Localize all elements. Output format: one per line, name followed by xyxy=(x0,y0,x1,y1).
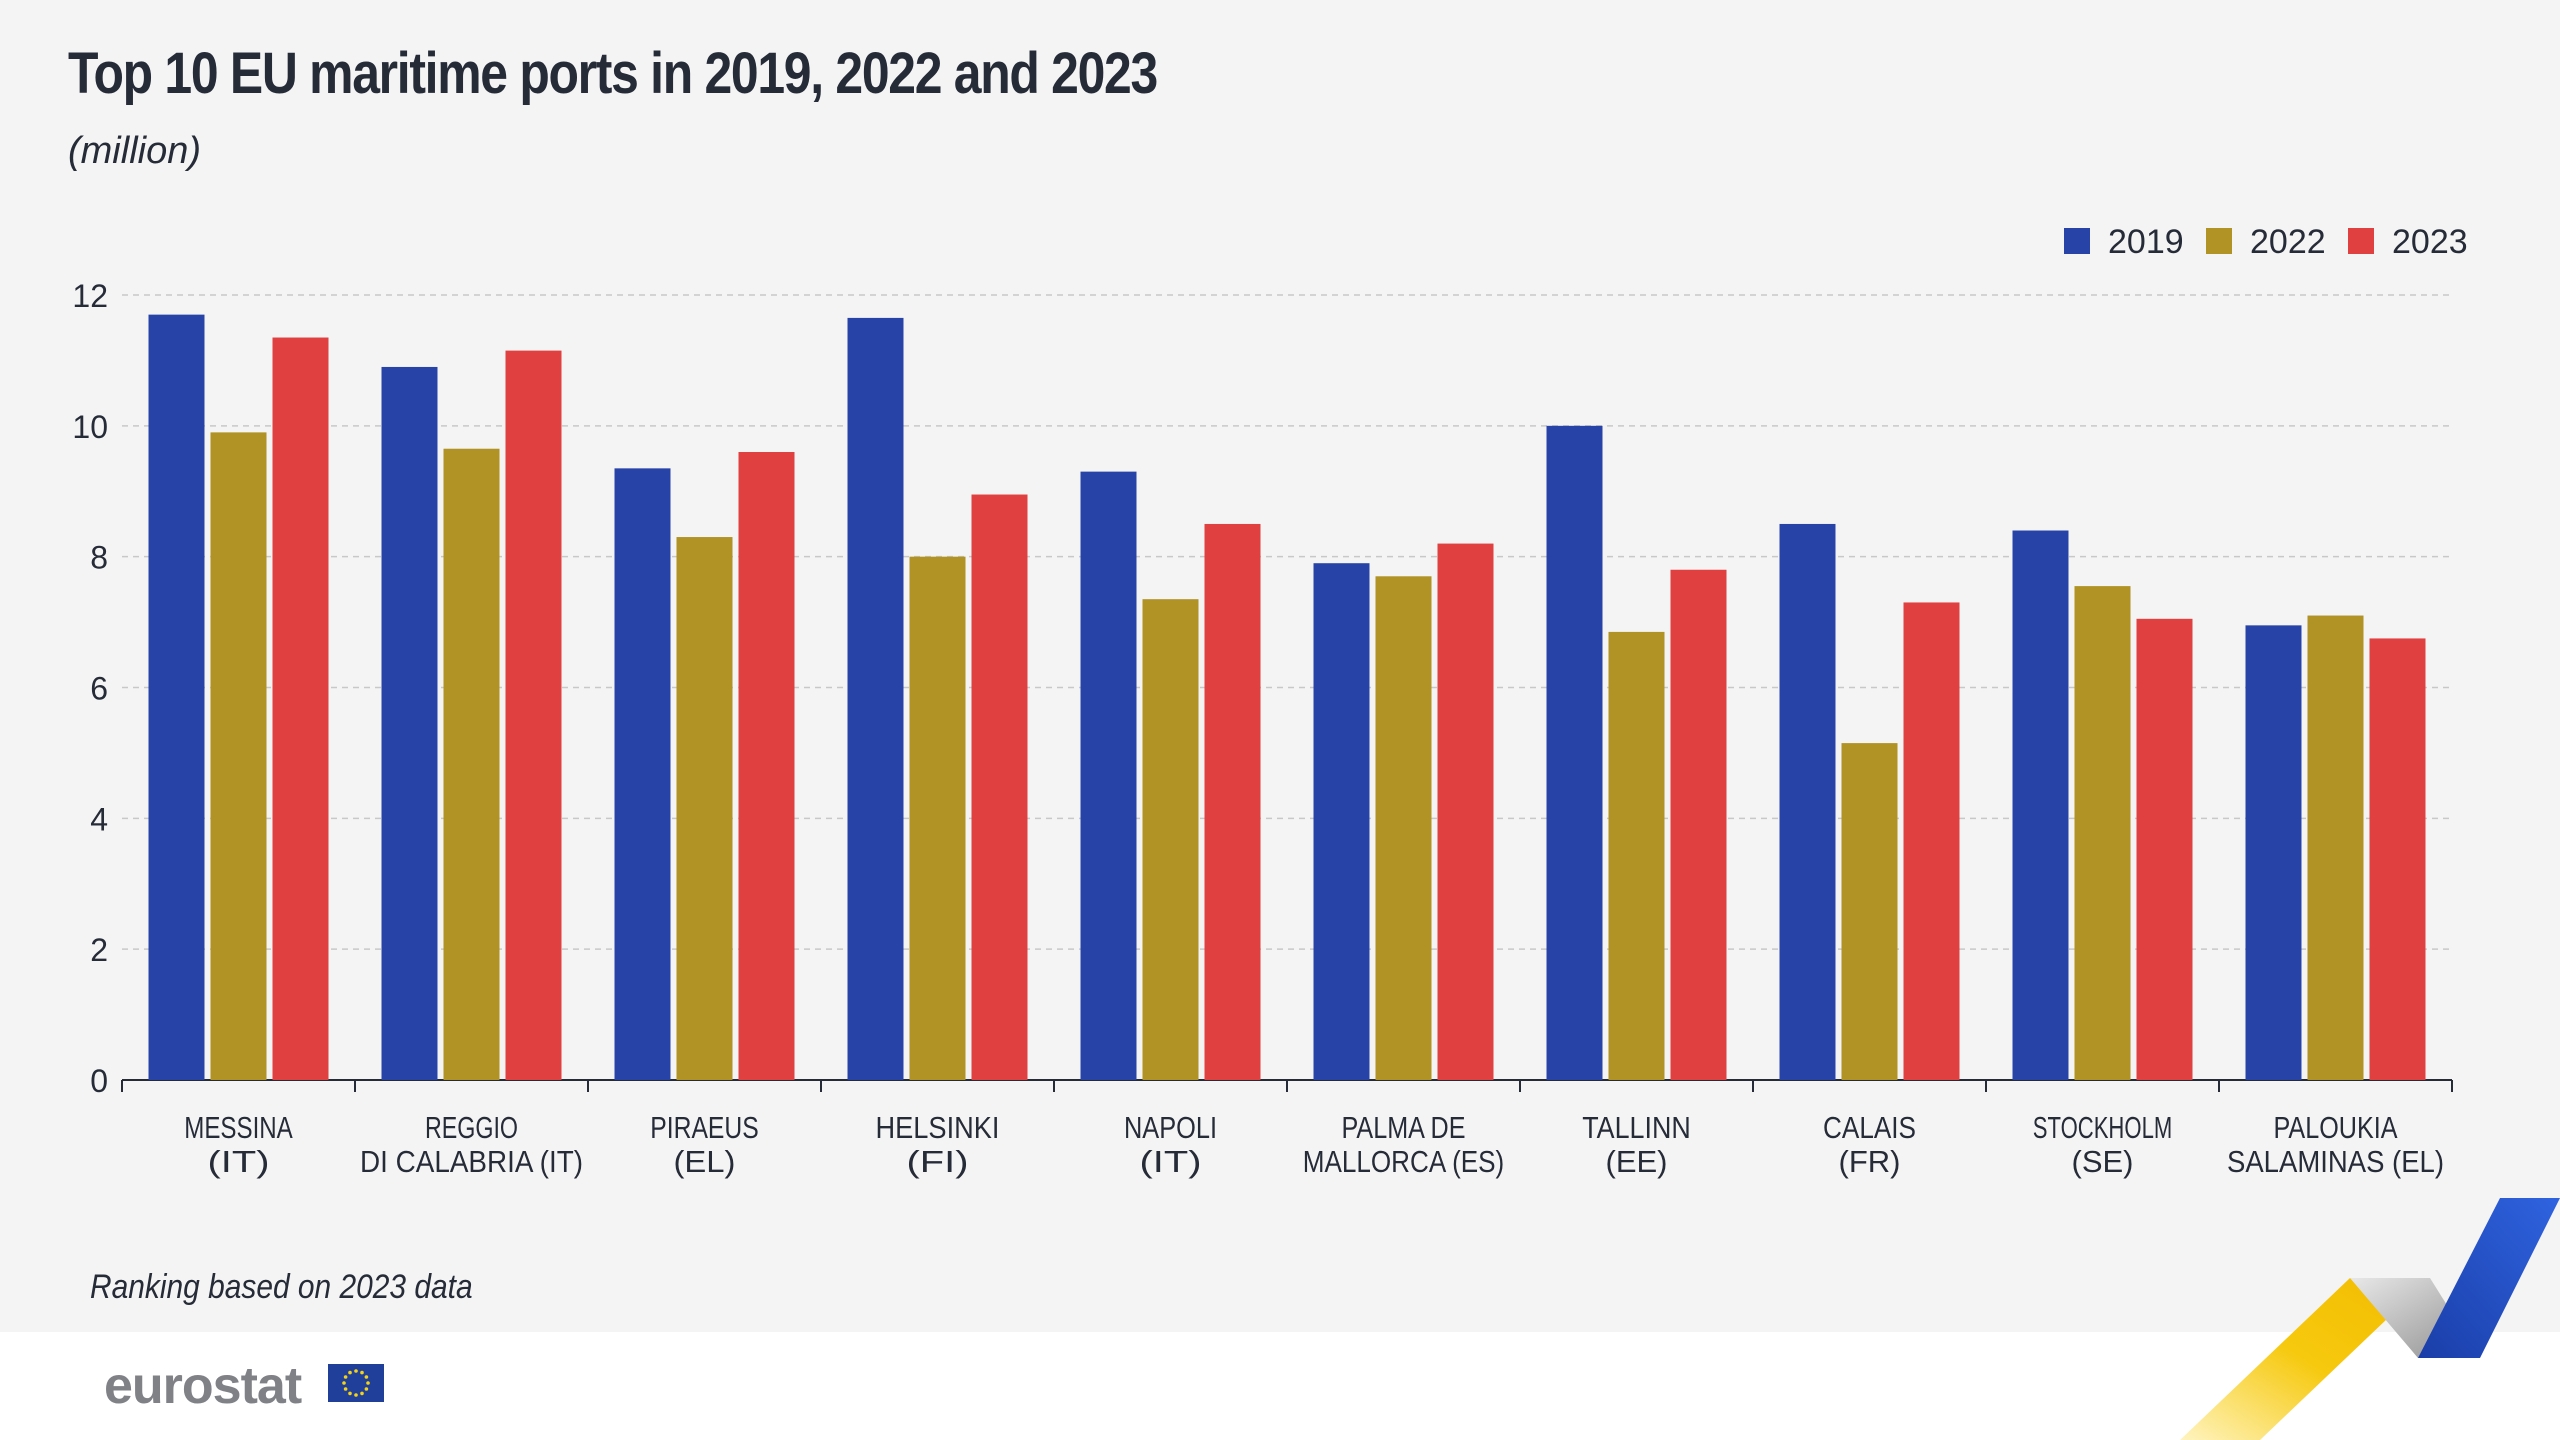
flag-star xyxy=(354,1369,358,1373)
y-tick-label: 8 xyxy=(90,540,108,576)
flag-star xyxy=(342,1381,346,1385)
x-tick-label: DI CALABRIA (IT) xyxy=(360,1144,583,1179)
flag-star xyxy=(354,1393,358,1397)
bar-2023 xyxy=(505,350,562,1081)
legend-swatch-2023 xyxy=(2348,228,2374,254)
bar-2023 xyxy=(272,337,329,1080)
flag-star xyxy=(366,1381,370,1385)
bar-2023 xyxy=(1204,523,1261,1080)
bar-2023 xyxy=(1437,543,1494,1080)
bar-2019 xyxy=(1313,563,1370,1080)
bar-2022 xyxy=(2307,615,2364,1080)
bar-2023 xyxy=(738,452,795,1080)
legend-swatch-2022 xyxy=(2206,228,2232,254)
x-tick-label: PALMA DE xyxy=(1342,1110,1466,1145)
bar-2019 xyxy=(614,468,671,1081)
x-tick-label: REGGIO xyxy=(425,1110,518,1145)
x-tick-label: (EL) xyxy=(674,1144,736,1179)
bar-2022 xyxy=(210,432,267,1080)
x-tick-label: HELSINKI xyxy=(876,1110,1000,1145)
x-tick-label: TALLINN xyxy=(1582,1110,1691,1145)
flag-star xyxy=(343,1375,348,1379)
x-tick-label: STOCKHOLM xyxy=(2033,1110,2173,1145)
y-tick-label: 10 xyxy=(72,409,108,445)
legend-label-2022: 2022 xyxy=(2250,223,2326,261)
bar-2022 xyxy=(1142,599,1199,1080)
bar-2019 xyxy=(381,366,438,1080)
chart-subtitle: (million) xyxy=(68,130,201,172)
decorative-ribbon xyxy=(2180,1198,2560,1440)
flag-star xyxy=(364,1387,369,1391)
x-tick-label: MESSINA xyxy=(184,1110,293,1145)
bar-2019 xyxy=(1779,523,1836,1080)
y-tick-label: 2 xyxy=(90,932,108,968)
y-tick-label: 12 xyxy=(72,278,108,314)
chart-title: Top 10 EU maritime ports in 2019, 2022 a… xyxy=(68,41,1158,106)
bar-2019 xyxy=(2245,625,2302,1080)
bar-2022 xyxy=(1375,576,1432,1080)
footnote: Ranking based on 2023 data xyxy=(90,1268,473,1306)
x-tick-label: NAPOLI xyxy=(1124,1110,1217,1145)
y-tick-label: 4 xyxy=(90,801,108,837)
x-tick-label: MALLORCA (ES) xyxy=(1303,1144,1505,1179)
bar-2022 xyxy=(443,448,500,1081)
flag-star xyxy=(348,1370,352,1375)
x-tick-label: (FR) xyxy=(1839,1144,1901,1179)
x-tick-label: CALAIS xyxy=(1823,1110,1916,1145)
bar-2023 xyxy=(971,494,1028,1080)
bar-2022 xyxy=(909,556,966,1080)
flag-star xyxy=(364,1375,369,1379)
flag-star xyxy=(360,1370,364,1375)
bar-2022 xyxy=(2074,586,2131,1080)
flag-star xyxy=(348,1391,352,1396)
eu-flag-icon xyxy=(328,1364,384,1402)
bar-2019 xyxy=(847,317,904,1080)
bar-2023 xyxy=(2369,638,2426,1080)
logo-text: eurostat xyxy=(104,1357,302,1415)
legend-label-2019: 2019 xyxy=(2108,223,2184,261)
x-tick-label: PIRAEUS xyxy=(650,1110,759,1145)
bar-2019 xyxy=(148,314,205,1080)
bar-2023 xyxy=(1670,569,1727,1080)
bar-2022 xyxy=(1841,743,1898,1080)
x-tick-label: (IT) xyxy=(208,1144,270,1179)
x-tick-label: PALOUKIA xyxy=(2274,1110,2398,1145)
legend-swatch-2019 xyxy=(2064,228,2090,254)
x-tick-label: (SE) xyxy=(2072,1144,2134,1179)
bar-2019 xyxy=(2012,530,2069,1080)
x-tick-label: (IT) xyxy=(1140,1144,1202,1179)
bar-2022 xyxy=(1608,631,1665,1080)
legend-label-2023: 2023 xyxy=(2392,223,2468,261)
bar-2022 xyxy=(676,537,733,1080)
y-tick-label: 0 xyxy=(90,1063,108,1099)
x-tick-label: SALAMINAS (EL) xyxy=(2227,1144,2444,1179)
x-tick-label: (EE) xyxy=(1606,1144,1668,1179)
flag-star xyxy=(343,1387,348,1391)
x-tick-label: (FI) xyxy=(907,1144,969,1179)
bar-2023 xyxy=(2136,618,2193,1080)
bar-2023 xyxy=(1903,602,1960,1080)
flag-star xyxy=(360,1391,364,1396)
bar-2019 xyxy=(1546,425,1603,1080)
bar-2019 xyxy=(1080,471,1137,1080)
y-tick-label: 6 xyxy=(90,671,108,707)
